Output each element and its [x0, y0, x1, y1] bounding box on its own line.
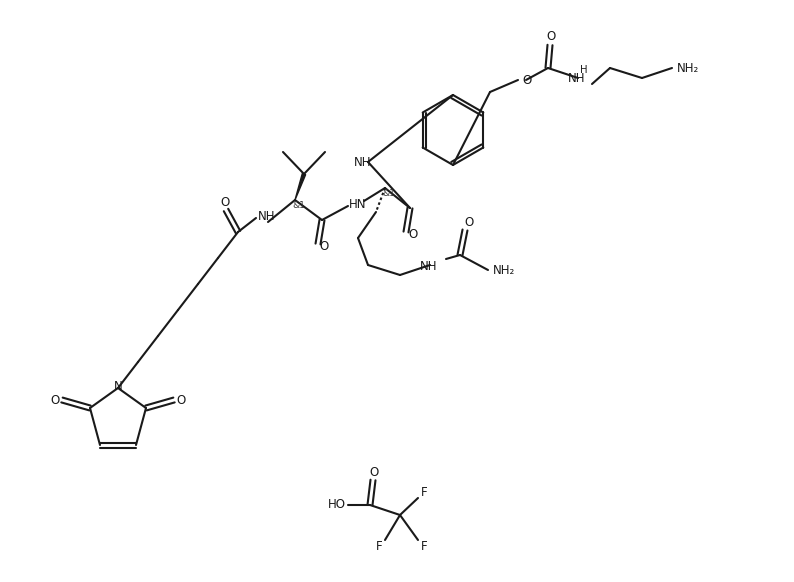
Text: HN: HN	[349, 198, 367, 211]
Text: NH: NH	[258, 211, 276, 223]
Polygon shape	[295, 173, 306, 200]
Text: NH₂: NH₂	[677, 62, 700, 74]
Text: O: O	[176, 393, 186, 406]
Text: F: F	[376, 541, 383, 553]
Text: H: H	[580, 65, 588, 75]
Text: NH: NH	[354, 157, 372, 169]
Text: O: O	[464, 217, 474, 229]
Text: NH: NH	[569, 73, 586, 86]
Text: &1: &1	[383, 189, 395, 197]
Text: O: O	[546, 30, 556, 44]
Text: &1: &1	[292, 201, 306, 210]
Text: O: O	[50, 393, 60, 406]
Text: O: O	[319, 240, 329, 253]
Text: HO: HO	[328, 499, 346, 512]
Text: NH: NH	[420, 260, 437, 272]
Text: O: O	[369, 466, 379, 478]
Text: O: O	[408, 228, 418, 240]
Text: F: F	[421, 541, 427, 553]
Text: O: O	[221, 196, 229, 208]
Text: NH₂: NH₂	[493, 264, 515, 278]
Text: F: F	[421, 487, 427, 499]
Text: O: O	[522, 73, 531, 87]
Text: N: N	[114, 381, 122, 393]
